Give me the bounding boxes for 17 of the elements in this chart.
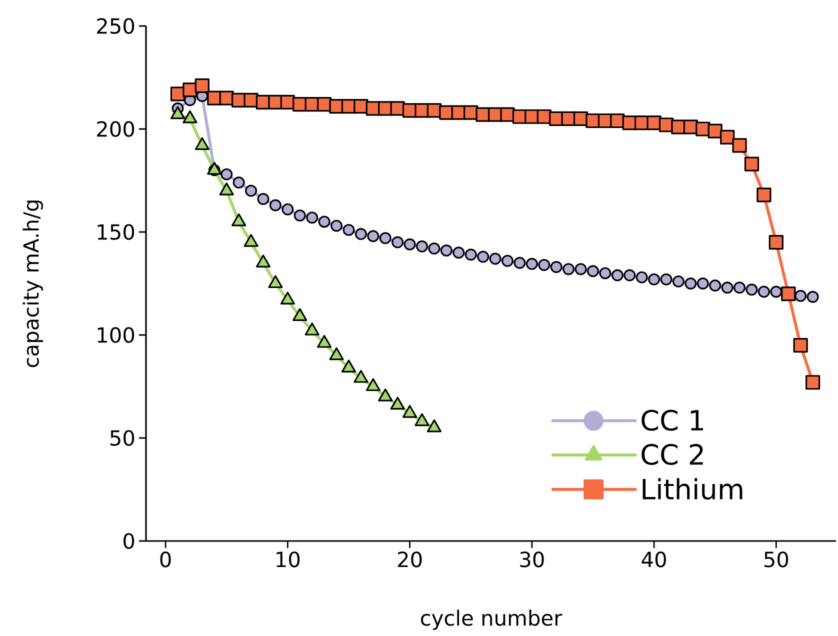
x-tick-label: 30 <box>520 552 544 568</box>
y-tick-label: 100 <box>98 327 134 343</box>
y-axis-title: capacity mA.h/g <box>22 200 43 368</box>
y-tick-label: 250 <box>97 18 134 34</box>
x-tick-label: 20 <box>398 552 422 568</box>
x-tick-label: 10 <box>276 552 300 568</box>
x-tick-label: 50 <box>764 552 788 568</box>
y-tick-label: 200 <box>97 121 134 137</box>
x-tick-label: 40 <box>642 552 666 568</box>
x-axis-title: cycle number <box>420 610 562 630</box>
legend-label: CC 2 <box>642 444 703 465</box>
legend-label: CC 1 <box>642 410 704 431</box>
x-tick-label: 0 <box>160 552 171 568</box>
legend-label: Lithium <box>642 478 742 500</box>
y-tick-label: 50 <box>110 430 134 446</box>
y-tick-label: 0 <box>124 533 134 549</box>
y-tick-label: 150 <box>98 224 134 240</box>
